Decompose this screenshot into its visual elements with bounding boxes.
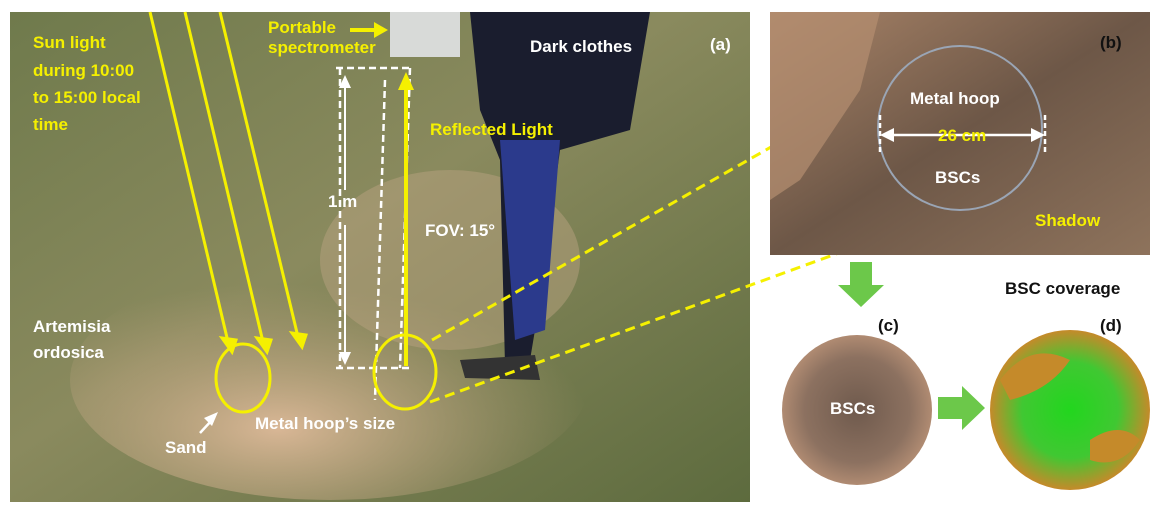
shadow-label: Shadow (1035, 211, 1101, 230)
clothes-label: Dark clothes (530, 37, 632, 56)
panel-label: (d) (1100, 316, 1122, 335)
coverage-title: BSC coverage (1005, 279, 1120, 298)
spectrometer-label: Portable spectrometer (268, 18, 376, 57)
bscs-label: BSCs (830, 399, 875, 418)
flow-arrows (838, 262, 985, 430)
panel-d-map (990, 330, 1150, 490)
plant-label: Artemisia ordosica (33, 317, 111, 362)
bscs-label: BSCs (935, 168, 980, 187)
panel-b-photo (770, 12, 1150, 255)
hoop-size-label: Metal hoop’s size (255, 414, 395, 433)
diameter-label: 26 cm (938, 126, 986, 145)
panel-label: (b) (1100, 33, 1122, 52)
panel-label: (c) (878, 316, 899, 335)
panel-a-photo (10, 12, 750, 502)
height-label: 1 m (328, 192, 357, 211)
sun-rays (148, 11, 308, 356)
sun-light-label: Sun light during 10:00 to 15:00 local time (33, 33, 141, 134)
sand-label: Sand (165, 438, 207, 457)
hoop-label: Metal hoop (910, 89, 1000, 108)
panel-label: (a) (710, 35, 731, 54)
panel-c-photo (782, 335, 932, 485)
fov-label: FOV: 15° (425, 221, 495, 240)
sand-patches (1000, 353, 1140, 463)
reflected-label: Reflected Light (430, 120, 553, 139)
